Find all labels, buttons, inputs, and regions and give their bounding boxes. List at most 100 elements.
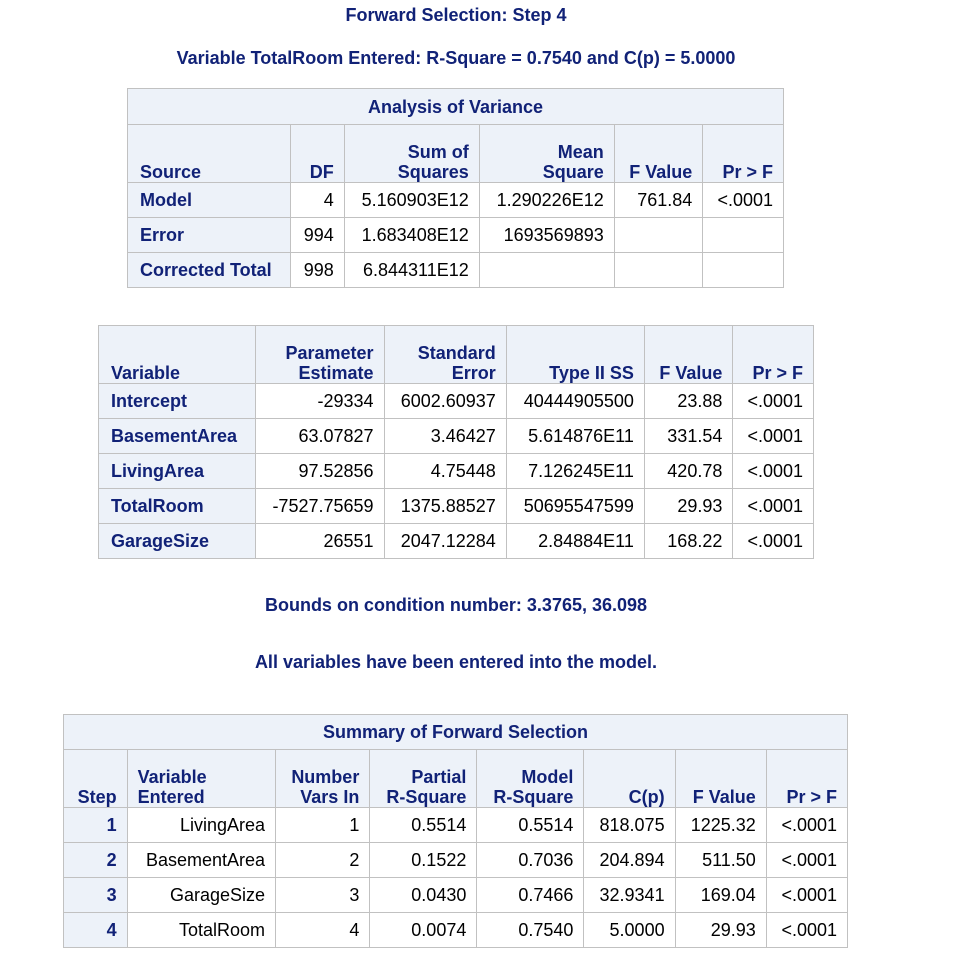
- col-f-value: F Value: [613, 124, 704, 183]
- col-sum-squares: Sum of Squares: [343, 124, 480, 183]
- col-f-value: F Value: [643, 325, 734, 384]
- cell-cp: 818.075: [583, 807, 676, 843]
- cell-partial: 0.0074: [369, 912, 478, 948]
- cell-estimate: 97.52856: [254, 453, 385, 489]
- table-row: 4 TotalRoom 4 0.0074 0.7540 5.0000 29.93…: [63, 912, 849, 948]
- cell-f: 761.84: [613, 182, 704, 218]
- table-row: 3 GarageSize 3 0.0430 0.7466 32.9341 169…: [63, 877, 849, 913]
- cell-p: <.0001: [732, 453, 814, 489]
- cell-std-error: 3.46427: [383, 418, 507, 454]
- cell-type2-ss: 2.84884E11: [505, 523, 645, 559]
- cell-variable: BasementArea: [126, 842, 277, 878]
- cell-df: 994: [289, 217, 345, 253]
- cell-model: 0.7036: [476, 842, 585, 878]
- row-header: BasementArea: [98, 418, 256, 454]
- cell-p: <.0001: [765, 877, 849, 913]
- col-model-rsq: Model R-Square: [476, 749, 585, 808]
- cell-f: 23.88: [643, 383, 734, 419]
- cell-f: 168.22: [643, 523, 734, 559]
- table-row: LivingArea 97.52856 4.75448 7.126245E11 …: [98, 453, 814, 489]
- table-row: BasementArea 63.07827 3.46427 5.614876E1…: [98, 418, 814, 454]
- col-number-vars: Number Vars In: [275, 749, 371, 808]
- row-step: 1: [63, 807, 128, 843]
- col-estimate: Parameter Estimate: [254, 325, 385, 384]
- row-header: LivingArea: [98, 453, 256, 489]
- row-step: 2: [63, 842, 128, 878]
- cell-cp: 5.0000: [583, 912, 676, 948]
- col-source: Source: [127, 124, 291, 183]
- col-pr-f: Pr > F: [732, 325, 814, 384]
- summary-caption: Summary of Forward Selection: [63, 714, 848, 750]
- cell-num: 2: [275, 842, 371, 878]
- col-f-value: F Value: [674, 749, 767, 808]
- col-step: Step: [63, 749, 128, 808]
- parameter-table: Variable Parameter Estimate Standard Error…: [98, 325, 814, 559]
- table-row: 1 LivingArea 1 0.5514 0.5514 818.075 122…: [63, 807, 849, 843]
- cell-estimate: 63.07827: [254, 418, 385, 454]
- cell-p: [702, 217, 784, 253]
- cell-p: <.0001: [732, 383, 814, 419]
- step-title: Forward Selection: Step 4: [345, 5, 567, 25]
- cell-cp: 204.894: [583, 842, 676, 878]
- row-header: Intercept: [98, 383, 256, 419]
- cell-p: <.0001: [765, 912, 849, 948]
- cell-p: <.0001: [732, 418, 814, 454]
- cell-model: 0.5514: [476, 807, 585, 843]
- cell-f: 1225.32: [674, 807, 767, 843]
- row-header: GarageSize: [98, 523, 256, 559]
- summary-table: Summary of Forward Selection Step Variab…: [63, 714, 849, 948]
- col-df: DF: [289, 124, 345, 183]
- cell-std-error: 1375.88527: [383, 488, 507, 524]
- step-subtitle: Variable TotalRoom Entered: R-Square = 0…: [176, 48, 736, 68]
- col-type2-ss: Type II SS: [505, 325, 645, 384]
- cell-num: 4: [275, 912, 371, 948]
- cell-model: 0.7540: [476, 912, 585, 948]
- cell-type2-ss: 50695547599: [505, 488, 645, 524]
- cell-f: [613, 252, 704, 288]
- anova-table: Analysis of Variance Source DF Sum of Squ…: [127, 88, 784, 288]
- cell-cp: 32.9341: [583, 877, 676, 913]
- table-row: 2 BasementArea 2 0.1522 0.7036 204.894 5…: [63, 842, 849, 878]
- cell-estimate: -29334: [254, 383, 385, 419]
- cell-variable: LivingArea: [126, 807, 277, 843]
- cell-estimate: -7527.75659: [254, 488, 385, 524]
- cell-p: <.0001: [765, 807, 849, 843]
- cell-df: 4: [289, 182, 345, 218]
- cell-ms: [478, 252, 615, 288]
- cell-partial: 0.0430: [369, 877, 478, 913]
- cell-variable: TotalRoom: [126, 912, 277, 948]
- cell-model: 0.7466: [476, 877, 585, 913]
- cell-ss: 5.160903E12: [343, 182, 480, 218]
- cell-f: 29.93: [643, 488, 734, 524]
- cell-estimate: 26551: [254, 523, 385, 559]
- cell-p: <.0001: [765, 842, 849, 878]
- cell-p: <.0001: [732, 523, 814, 559]
- cell-type2-ss: 5.614876E11: [505, 418, 645, 454]
- cell-std-error: 6002.60937: [383, 383, 507, 419]
- col-variable: Variable: [98, 325, 256, 384]
- cell-num: 1: [275, 807, 371, 843]
- col-pr-f: Pr > F: [702, 124, 784, 183]
- cell-ss: 6.844311E12: [343, 252, 480, 288]
- cell-partial: 0.1522: [369, 842, 478, 878]
- cell-f: 29.93: [674, 912, 767, 948]
- cell-type2-ss: 40444905500: [505, 383, 645, 419]
- table-row: GarageSize 26551 2047.12284 2.84884E11 1…: [98, 523, 814, 559]
- cell-ms: 1.290226E12: [478, 182, 615, 218]
- col-variable-entered: Variable Entered: [126, 749, 277, 808]
- cell-p: <.0001: [702, 182, 784, 218]
- cell-p: <.0001: [732, 488, 814, 524]
- cell-f: 169.04: [674, 877, 767, 913]
- cell-f: 420.78: [643, 453, 734, 489]
- table-row: TotalRoom -7527.75659 1375.88527 5069554…: [98, 488, 814, 524]
- cell-type2-ss: 7.126245E11: [505, 453, 645, 489]
- col-pr-f: Pr > F: [765, 749, 849, 808]
- cell-df: 998: [289, 252, 345, 288]
- cell-num: 3: [275, 877, 371, 913]
- table-row: Error 994 1.683408E12 1693569893: [127, 217, 784, 253]
- table-row: Intercept -29334 6002.60937 40444905500 …: [98, 383, 814, 419]
- cell-ms: 1693569893: [478, 217, 615, 253]
- row-header: TotalRoom: [98, 488, 256, 524]
- cell-f: 511.50: [674, 842, 767, 878]
- col-partial-rsq: Partial R-Square: [369, 749, 478, 808]
